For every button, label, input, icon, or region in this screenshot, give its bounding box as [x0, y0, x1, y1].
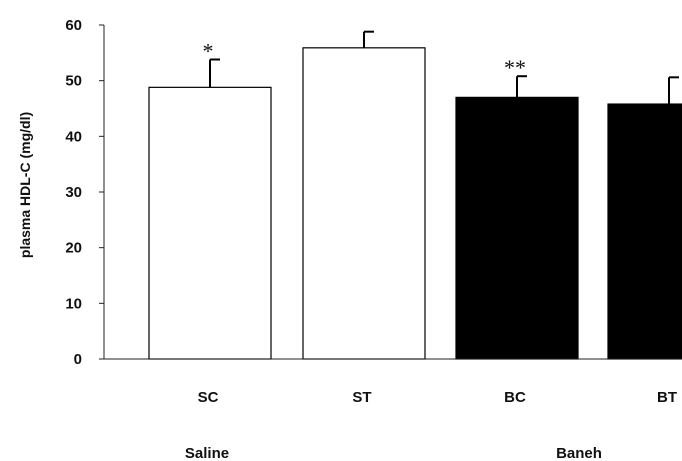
- group-label-baneh: Baneh: [556, 445, 602, 461]
- y-tick-label: 0: [74, 351, 82, 368]
- y-axis-label: plasma HDL-C (mg/dl): [17, 112, 33, 258]
- y-tick-label: 40: [65, 128, 82, 145]
- y-tick-label: 50: [65, 73, 82, 90]
- x-axis: SC ST BC BT Saline Baneh: [104, 358, 682, 461]
- y-tick-label: 10: [65, 295, 82, 312]
- y-tick-label: 60: [65, 17, 82, 34]
- bar-st: [302, 47, 426, 360]
- plot-area: ***: [148, 30, 682, 360]
- category-label-bc: BC: [504, 389, 526, 406]
- y-tick-label: 20: [65, 240, 82, 257]
- category-label-sc: SC: [198, 389, 219, 406]
- bar-sc: [148, 86, 272, 360]
- group-label-saline: Saline: [185, 445, 229, 461]
- significance-marker: *: [203, 39, 214, 64]
- category-label-st: ST: [352, 389, 371, 406]
- bar-bt: [607, 103, 682, 360]
- y-tick-label: 30: [65, 184, 82, 201]
- y-axis: 0 10 20 30 40 50 60: [65, 17, 105, 368]
- category-label-bt: BT: [657, 389, 677, 406]
- significance-marker: **: [504, 55, 526, 80]
- bar-bc: [455, 96, 579, 360]
